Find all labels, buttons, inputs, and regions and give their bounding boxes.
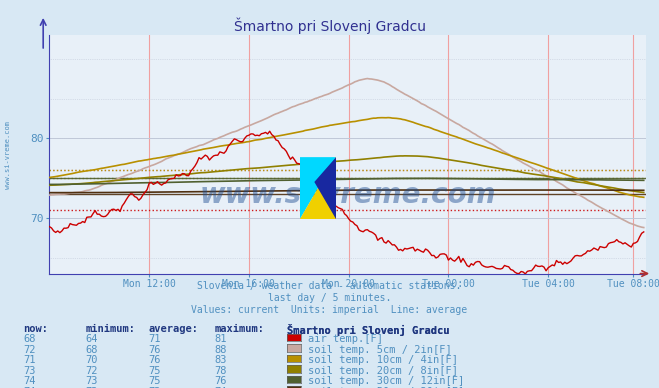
- Text: 75: 75: [148, 366, 161, 376]
- Text: 70: 70: [86, 355, 98, 365]
- Text: 71: 71: [23, 355, 36, 365]
- Text: Slovenia / weather data - automatic stations.: Slovenia / weather data - automatic stat…: [197, 281, 462, 291]
- Text: 72: 72: [86, 366, 98, 376]
- Text: 74: 74: [23, 387, 36, 388]
- Text: maximum:: maximum:: [214, 324, 264, 334]
- Text: www.si-vreme.com: www.si-vreme.com: [200, 181, 496, 209]
- Text: 88: 88: [214, 345, 227, 355]
- Text: Šmartno pri Slovenj Gradcu: Šmartno pri Slovenj Gradcu: [233, 17, 426, 34]
- Text: 76: 76: [214, 376, 227, 386]
- Text: 73: 73: [23, 366, 36, 376]
- Text: 64: 64: [86, 334, 98, 345]
- Text: 68: 68: [86, 345, 98, 355]
- Text: 75: 75: [148, 376, 161, 386]
- Text: soil temp. 30cm / 12in[F]: soil temp. 30cm / 12in[F]: [308, 376, 465, 386]
- Text: 81: 81: [214, 334, 227, 345]
- Text: www.si-vreme.com: www.si-vreme.com: [5, 121, 11, 189]
- Text: Šmartno pri Slovenj Gradcu: Šmartno pri Slovenj Gradcu: [287, 324, 449, 336]
- Text: average:: average:: [148, 324, 198, 334]
- Text: now:: now:: [23, 324, 48, 334]
- Text: 73: 73: [86, 387, 98, 388]
- Text: Values: current  Units: imperial  Line: average: Values: current Units: imperial Line: av…: [191, 305, 468, 315]
- Text: 73: 73: [148, 387, 161, 388]
- Text: minimum:: minimum:: [86, 324, 136, 334]
- Text: 76: 76: [148, 345, 161, 355]
- Text: 74: 74: [23, 376, 36, 386]
- Text: last day / 5 minutes.: last day / 5 minutes.: [268, 293, 391, 303]
- Text: 73: 73: [86, 376, 98, 386]
- Text: 71: 71: [148, 334, 161, 345]
- Text: 68: 68: [23, 334, 36, 345]
- Text: 72: 72: [23, 345, 36, 355]
- Polygon shape: [300, 157, 336, 219]
- Text: air temp.[F]: air temp.[F]: [308, 334, 384, 345]
- Text: soil temp. 10cm / 4in[F]: soil temp. 10cm / 4in[F]: [308, 355, 459, 365]
- Text: soil temp. 20cm / 8in[F]: soil temp. 20cm / 8in[F]: [308, 366, 459, 376]
- Polygon shape: [314, 157, 336, 219]
- Polygon shape: [300, 157, 336, 219]
- Text: 83: 83: [214, 355, 227, 365]
- Text: 76: 76: [148, 355, 161, 365]
- Text: 74: 74: [214, 387, 227, 388]
- Text: Šmartno pri Slovenj Gradcu: Šmartno pri Slovenj Gradcu: [287, 324, 449, 336]
- Text: soil temp. 5cm / 2in[F]: soil temp. 5cm / 2in[F]: [308, 345, 452, 355]
- Text: soil temp. 50cm / 20in[F]: soil temp. 50cm / 20in[F]: [308, 387, 465, 388]
- Text: 78: 78: [214, 366, 227, 376]
